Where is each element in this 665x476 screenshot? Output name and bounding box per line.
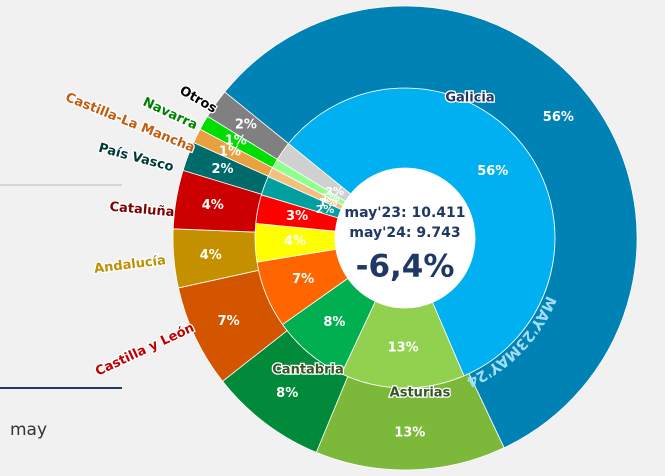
category-label: Asturias [390,386,451,401]
value-label: 1% [225,134,247,149]
value-label: 1% [219,145,241,160]
center-hole [335,168,475,308]
value-label: 2% [316,203,335,216]
ring-segment [206,91,289,160]
value-label: 13% [388,340,419,355]
value-label: 7% [292,272,314,287]
category-label: Andalucía [93,253,166,277]
value-label: 2% [235,118,257,133]
category-label: Castilla y León [93,321,197,380]
annotation: -6,4% [356,249,455,285]
rings [172,5,638,471]
value-label: 1% [321,191,340,204]
category-label: País Vasco [97,141,175,175]
value-label: 56% [477,164,508,179]
annotation: may'23: 10.411 [345,205,466,221]
value-label: 7% [218,314,240,329]
value-label: 2% [325,185,344,198]
value-label: 13% [394,425,425,440]
value-label: 4% [284,234,306,249]
value-label: 4% [202,198,224,213]
ring-segment [224,5,638,449]
value-label: 2% [211,162,233,177]
value-label: 8% [276,386,298,401]
value-label: 1% [319,196,338,209]
value-label: 3% [286,209,308,224]
category-label: Galicia [445,91,494,106]
category-label: Cantabria [272,363,344,378]
annotation: may'24: 9.743 [349,225,460,241]
value-label: 8% [323,315,345,330]
side-text: may [10,420,47,440]
category-label: Cataluña [109,200,175,221]
value-label: 4% [200,248,222,263]
value-label: 56% [543,110,574,125]
